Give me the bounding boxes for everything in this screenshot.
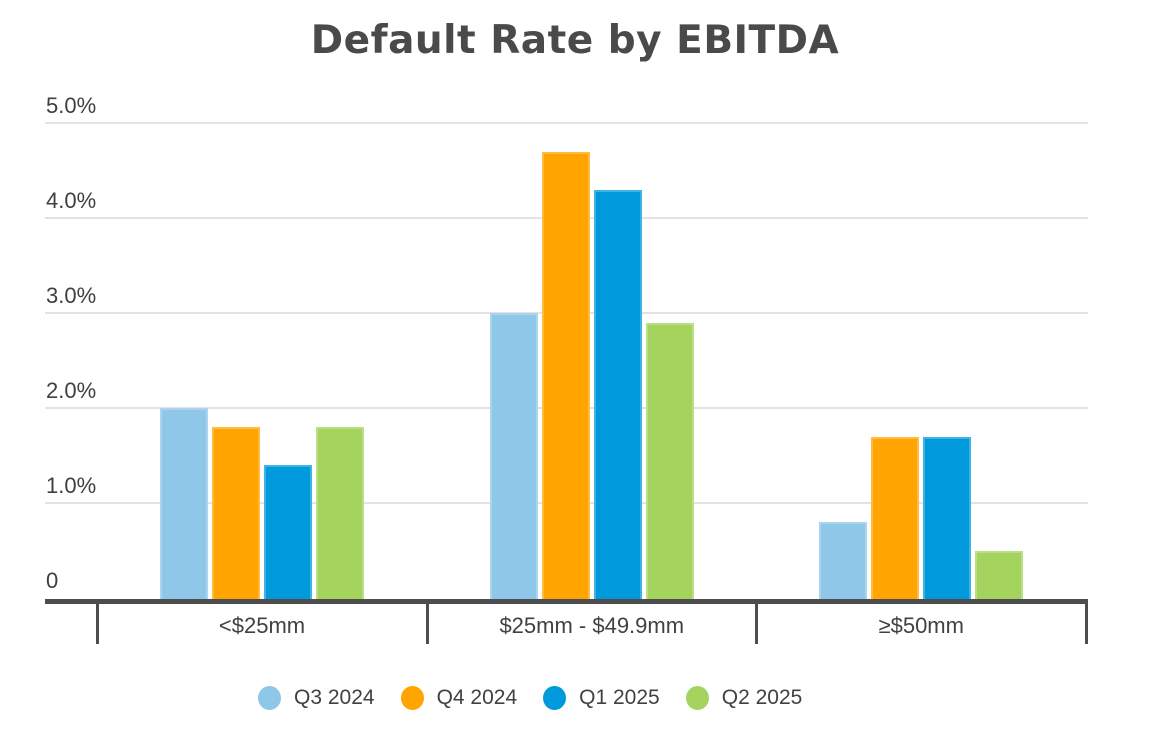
bar-q3-2024-cat1 bbox=[160, 408, 208, 601]
legend-swatch-icon bbox=[258, 686, 281, 710]
legend-item-q2-2025[interactable]: Q2 2025 bbox=[685, 686, 803, 710]
x-axis-tick bbox=[425, 599, 429, 644]
legend-item-q4-2024[interactable]: Q4 2024 bbox=[400, 686, 518, 710]
legend-label: Q2 2025 bbox=[721, 686, 803, 709]
legend-label: Q3 2024 bbox=[294, 686, 375, 709]
bar-q3-2024-cat2 bbox=[489, 313, 538, 601]
x-axis-category-label: ≥$50mm bbox=[878, 613, 964, 638]
bar-q3-2024-cat3 bbox=[819, 522, 868, 601]
legend-swatch-icon bbox=[685, 686, 709, 710]
legend-label: Q4 2024 bbox=[436, 686, 518, 709]
y-axis-tick-label: 5.0% bbox=[46, 93, 97, 118]
gridline bbox=[45, 122, 1088, 124]
bar-q4-2024-cat3 bbox=[871, 436, 920, 601]
bar-q1-2025-cat2 bbox=[593, 189, 642, 601]
bar-q4-2024-cat1 bbox=[212, 427, 260, 601]
x-axis-line bbox=[45, 599, 1088, 604]
y-axis-tick-label: 2.0% bbox=[46, 378, 97, 403]
y-axis-tick-label: 0 bbox=[46, 568, 59, 593]
legend: Q3 2024 Q4 2024 Q1 2025 Q2 2025 bbox=[258, 686, 802, 710]
bar-q2-2025-cat1 bbox=[316, 427, 364, 601]
legend-label: Q1 2025 bbox=[579, 686, 660, 709]
y-axis-tick-label: 4.0% bbox=[46, 188, 97, 213]
bar-q1-2025-cat1 bbox=[264, 465, 312, 601]
bar-q2-2025-cat3 bbox=[975, 550, 1024, 601]
legend-item-q1-2025[interactable]: Q1 2025 bbox=[543, 686, 660, 710]
x-axis-category-label: <$25mm bbox=[218, 613, 306, 638]
legend-swatch-icon bbox=[543, 686, 567, 710]
y-axis-tick-label: 1.0% bbox=[46, 473, 97, 498]
chart-title: Default Rate by EBITDA bbox=[310, 18, 840, 63]
x-axis-category-label: $25mm - $49.9mm bbox=[499, 613, 685, 638]
bar-q4-2024-cat2 bbox=[541, 151, 590, 601]
y-axis-tick-label: 3.0% bbox=[46, 283, 97, 308]
legend-swatch-icon bbox=[400, 686, 424, 710]
x-axis-tick bbox=[1084, 599, 1088, 644]
x-axis-tick bbox=[755, 599, 758, 644]
bar-q2-2025-cat2 bbox=[645, 322, 694, 601]
bar-q1-2025-cat3 bbox=[923, 436, 972, 601]
x-axis-tick bbox=[95, 599, 99, 644]
legend-item-q3-2024[interactable]: Q3 2024 bbox=[258, 686, 375, 710]
